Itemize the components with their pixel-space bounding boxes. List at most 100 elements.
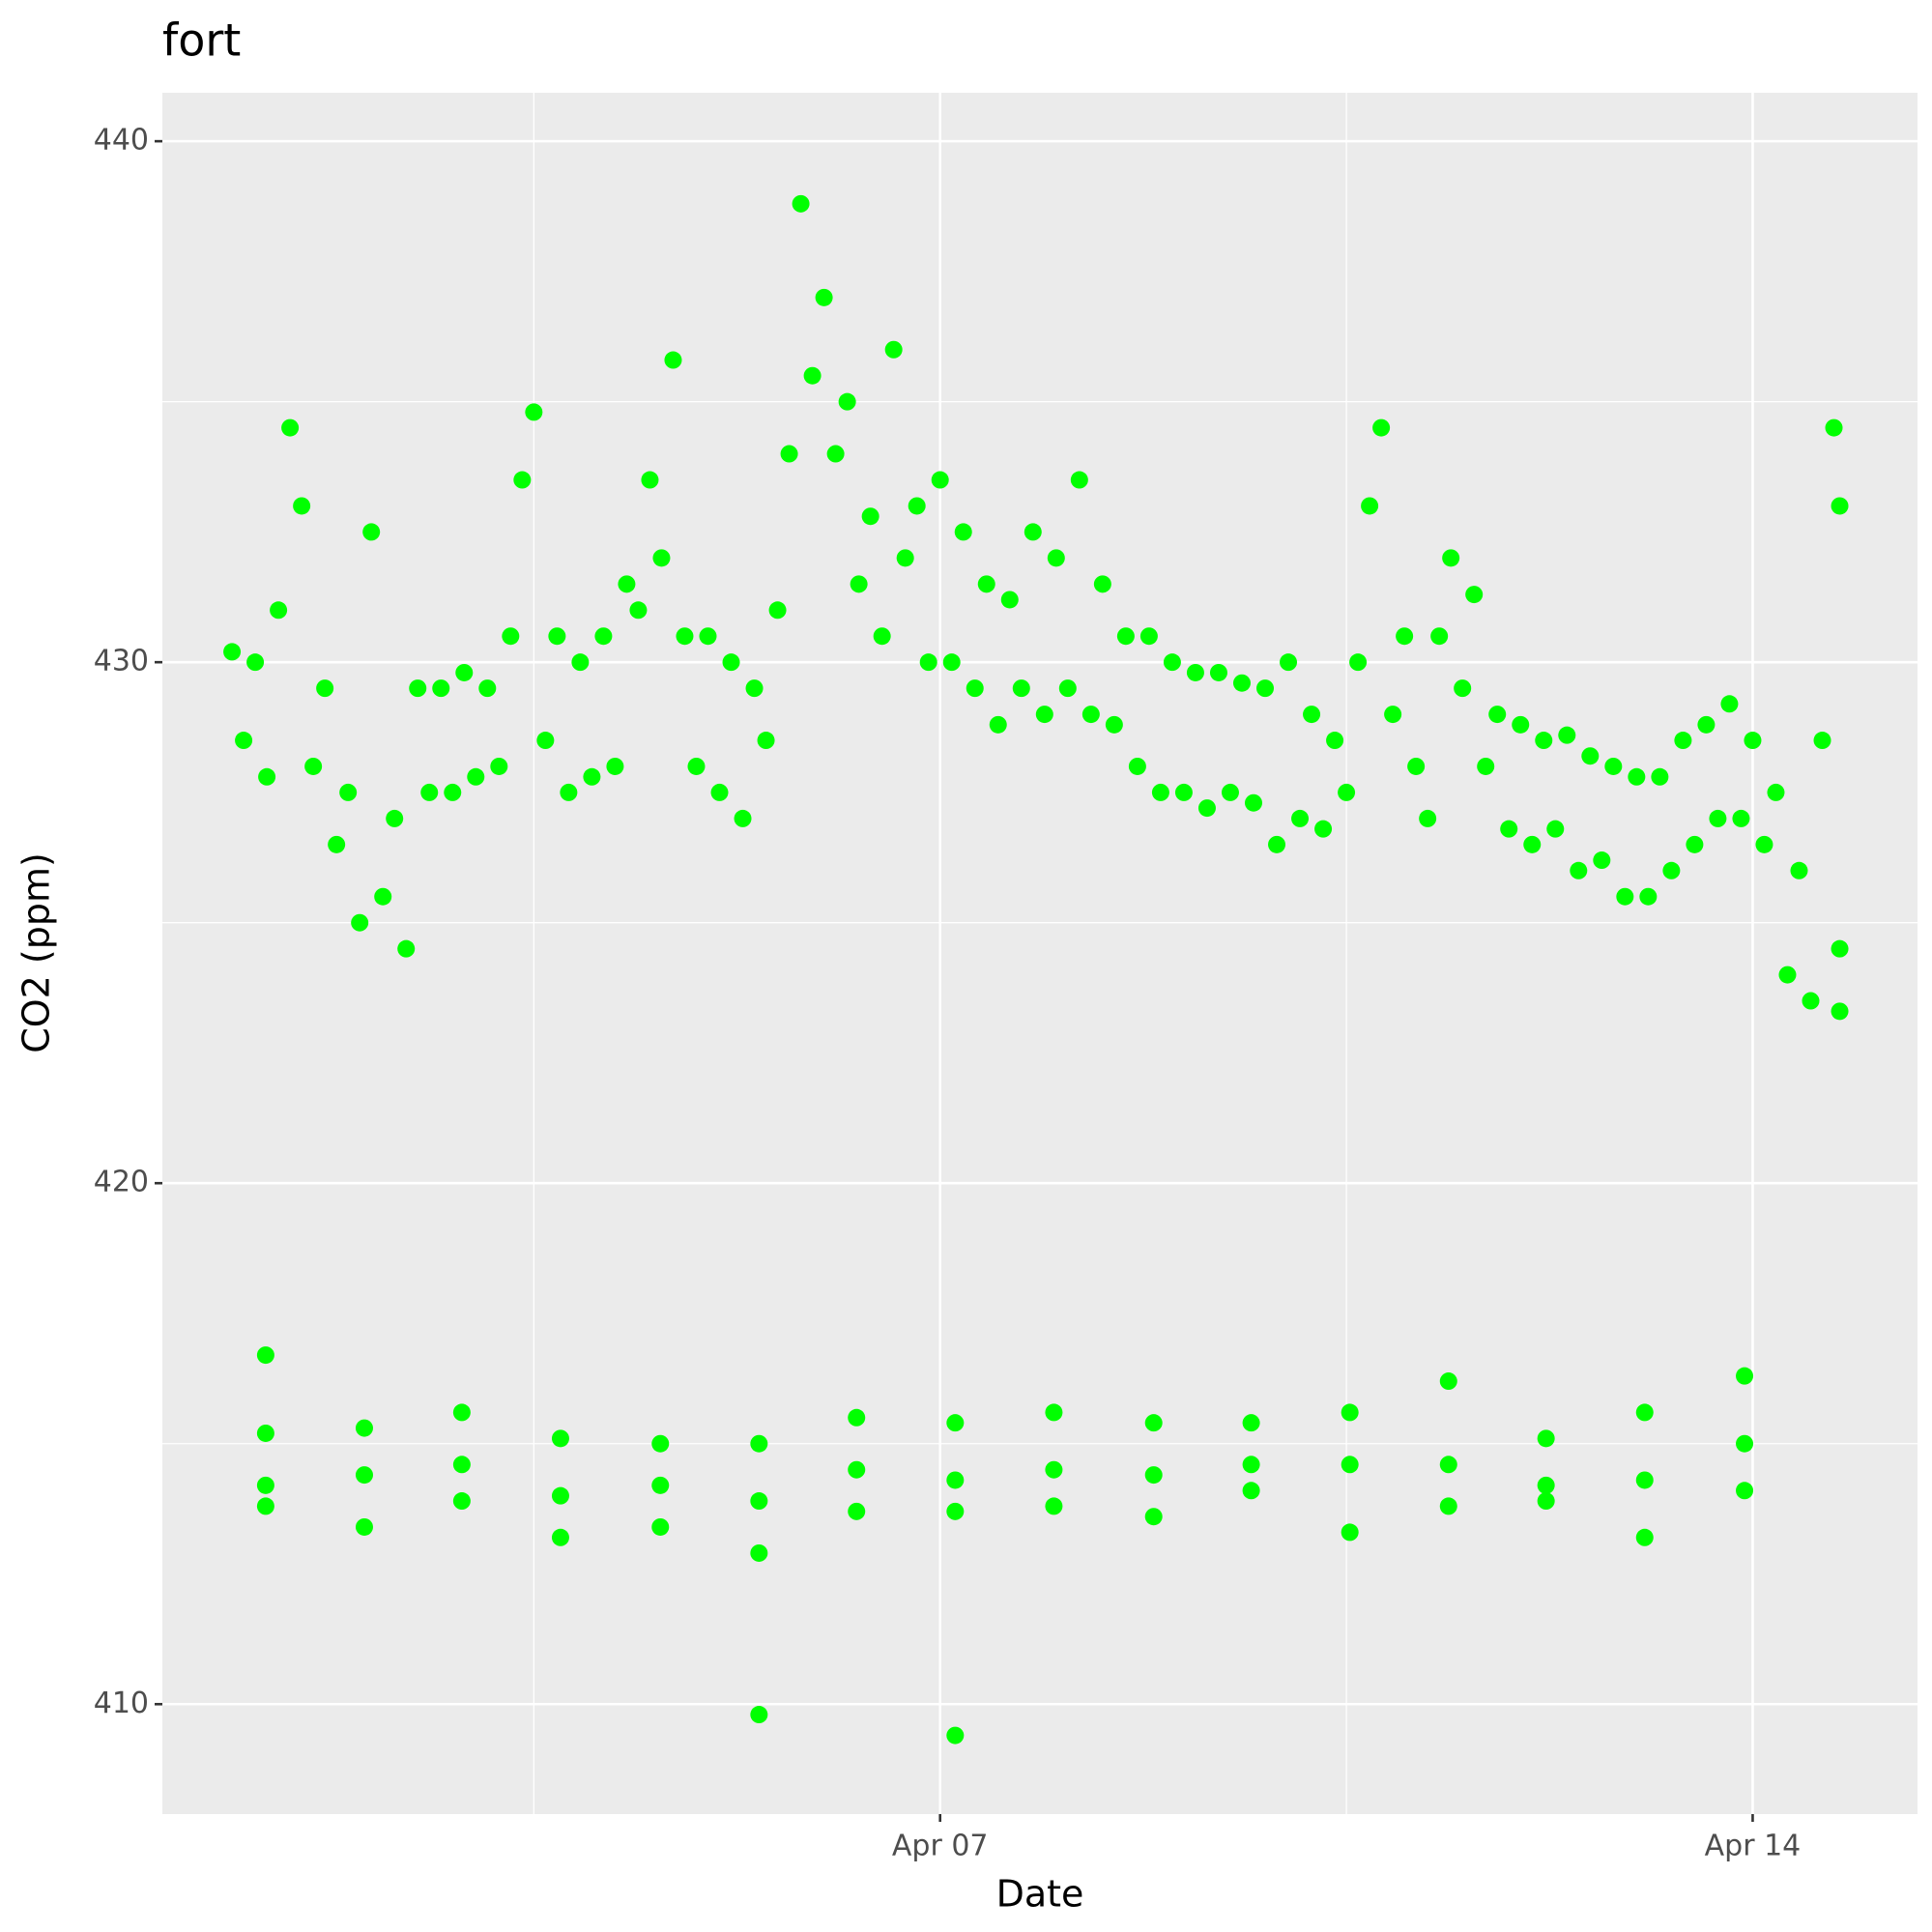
grid xyxy=(162,93,1918,1814)
point xyxy=(339,783,358,801)
point xyxy=(1635,1403,1654,1422)
point xyxy=(355,1466,373,1485)
point xyxy=(1070,471,1088,489)
point xyxy=(1635,1528,1654,1546)
point xyxy=(873,627,891,646)
point xyxy=(444,783,462,801)
point xyxy=(1790,861,1808,879)
point xyxy=(293,497,311,515)
point xyxy=(1802,992,1820,1010)
point xyxy=(1512,715,1530,734)
point xyxy=(848,1460,866,1479)
point xyxy=(258,767,276,786)
point xyxy=(362,523,381,541)
point xyxy=(1439,1372,1457,1391)
x-axis-title: Date xyxy=(996,1873,1084,1916)
point xyxy=(1537,1492,1555,1511)
point xyxy=(826,445,845,463)
point xyxy=(256,1424,274,1442)
point xyxy=(420,783,439,801)
point xyxy=(750,1434,768,1453)
point xyxy=(1537,1476,1555,1494)
point xyxy=(1244,793,1262,812)
point xyxy=(745,679,764,698)
point xyxy=(1139,627,1158,646)
point xyxy=(235,732,253,750)
point xyxy=(1242,1482,1260,1500)
point xyxy=(687,757,706,775)
point xyxy=(1407,757,1426,775)
point xyxy=(1058,679,1077,698)
point xyxy=(1813,732,1831,750)
point xyxy=(946,1414,965,1432)
point xyxy=(780,445,798,463)
point xyxy=(1341,1523,1359,1542)
point xyxy=(792,194,810,213)
point xyxy=(1581,747,1600,765)
point xyxy=(1744,732,1762,750)
point xyxy=(664,351,682,369)
point xyxy=(455,663,474,681)
point xyxy=(1651,767,1669,786)
point xyxy=(560,783,578,801)
x-tick-label: Apr 07 xyxy=(892,1830,989,1863)
point xyxy=(919,653,937,672)
point xyxy=(1268,835,1286,853)
point xyxy=(1081,706,1100,724)
point xyxy=(551,1528,569,1546)
point xyxy=(548,627,566,646)
chart-title: fort xyxy=(162,14,241,67)
point xyxy=(1303,706,1321,724)
point xyxy=(256,1476,274,1494)
point xyxy=(1256,679,1275,698)
point xyxy=(1720,695,1739,713)
point xyxy=(246,653,265,672)
point xyxy=(490,757,508,775)
panel xyxy=(162,93,1918,1814)
point xyxy=(1341,1456,1359,1474)
point xyxy=(316,679,334,698)
point xyxy=(966,679,984,698)
point xyxy=(1500,820,1518,838)
point xyxy=(815,288,833,306)
point xyxy=(1209,663,1227,681)
point xyxy=(1477,757,1495,775)
point xyxy=(1000,591,1019,609)
point xyxy=(1384,706,1402,724)
point xyxy=(1736,1367,1754,1385)
point xyxy=(750,1706,768,1724)
point xyxy=(1151,783,1169,801)
point xyxy=(513,471,532,489)
point xyxy=(1488,706,1507,724)
point xyxy=(1736,1482,1754,1500)
point xyxy=(1674,732,1692,750)
point xyxy=(1291,809,1310,827)
point xyxy=(328,835,346,853)
point xyxy=(699,627,717,646)
point xyxy=(1537,1429,1555,1448)
point xyxy=(1349,653,1368,672)
point xyxy=(1442,549,1460,567)
point xyxy=(1047,549,1065,567)
point xyxy=(452,1456,471,1474)
point xyxy=(1616,887,1634,906)
point xyxy=(1341,1403,1359,1422)
point xyxy=(1338,783,1356,801)
point xyxy=(1825,418,1843,437)
point xyxy=(1280,653,1298,672)
point xyxy=(1035,706,1053,724)
point xyxy=(1767,783,1785,801)
point xyxy=(641,471,659,489)
point xyxy=(1454,679,1472,698)
point xyxy=(629,601,648,620)
point xyxy=(594,627,613,646)
point xyxy=(1439,1497,1457,1515)
point xyxy=(1093,575,1111,593)
point xyxy=(1523,835,1542,853)
point xyxy=(1831,939,1849,958)
point xyxy=(281,418,300,437)
point xyxy=(1419,809,1437,827)
point xyxy=(1465,586,1484,604)
point xyxy=(1639,887,1658,906)
point xyxy=(525,403,543,421)
